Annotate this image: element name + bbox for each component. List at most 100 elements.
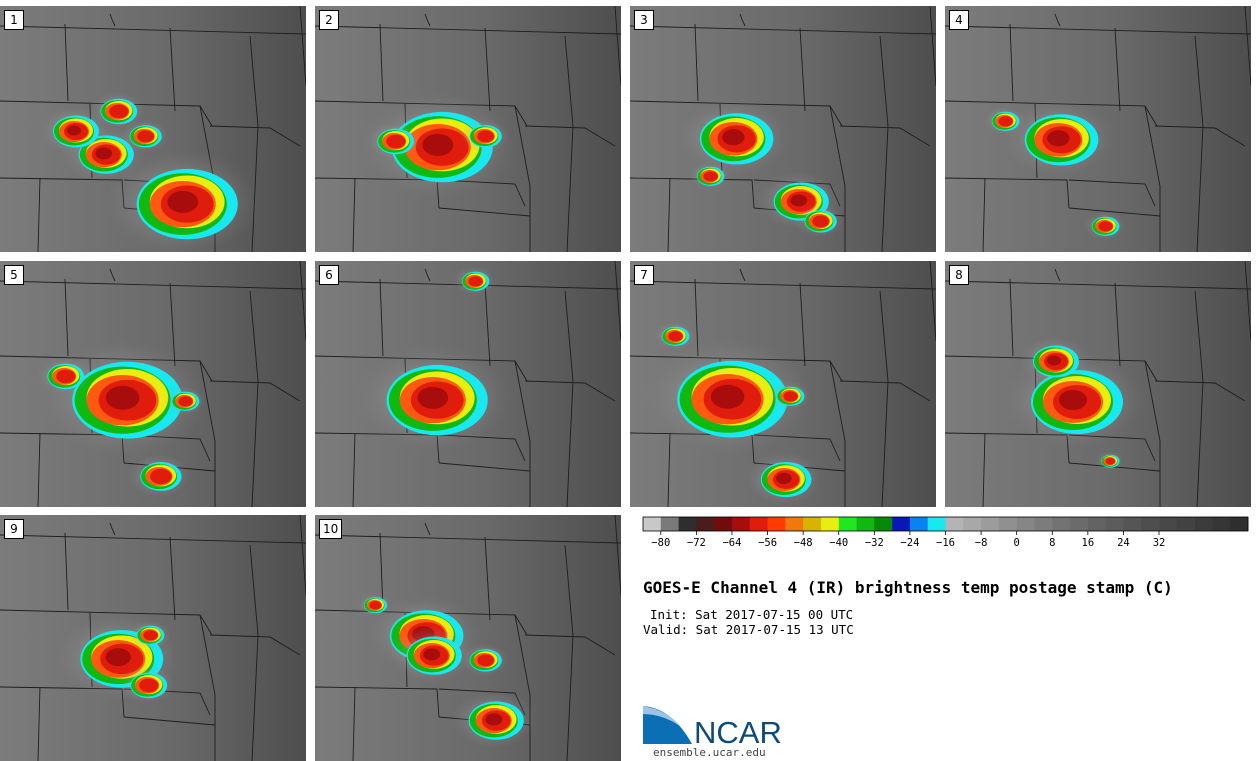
panel-number: 6: [319, 265, 339, 285]
state-border-line: [564, 35, 574, 252]
state-border-line: [564, 290, 574, 507]
ir-satellite-map: [0, 515, 306, 761]
state-border-line: [1154, 380, 1246, 402]
state-border-line: [109, 13, 116, 27]
colorbar-segment: [963, 517, 982, 531]
ncar-logo-text: NCAR: [694, 715, 782, 750]
storm-cell: [95, 147, 113, 160]
valid-time: Valid: Sat 2017-07-15 13 UTC: [643, 622, 854, 637]
colorbar-tick-label: 32: [1153, 537, 1166, 549]
colorbar-tick-label: −32: [865, 537, 884, 549]
panel-number: 2: [319, 10, 339, 30]
storm-cell: [668, 331, 683, 342]
ir-satellite-map: [315, 6, 621, 252]
state-border-line: [379, 278, 384, 357]
colorbar-segment: [767, 517, 786, 531]
state-border-line: [739, 268, 746, 282]
storm-cell: [386, 134, 406, 149]
colorbar-segment: [643, 517, 662, 531]
storm-cell: [710, 384, 745, 409]
colorbar-segment: [892, 517, 911, 531]
colorbar-segment: [1230, 517, 1249, 531]
state-border-line: [37, 686, 41, 761]
state-border-line: [839, 125, 931, 147]
ir-satellite-map: [315, 261, 621, 507]
state-border-line: [484, 282, 491, 367]
state-border-line: [1154, 125, 1246, 147]
state-border-line: [1068, 207, 1161, 217]
state-border-line: [169, 282, 176, 367]
map-panel-4: 4: [945, 6, 1251, 252]
ncar-logo-swoosh: [643, 706, 692, 744]
state-border-line: [64, 278, 69, 357]
state-border-line: [249, 290, 259, 507]
state-border-line: [438, 462, 531, 472]
storm-cell: [468, 276, 483, 287]
colorbar-segment: [1070, 517, 1089, 531]
state-border-line: [199, 614, 216, 761]
storm-cell: [1098, 221, 1113, 232]
storm-cell: [1047, 355, 1061, 366]
state-border-line: [524, 634, 616, 656]
state-border-line: [929, 6, 936, 87]
state-border-line: [514, 614, 531, 761]
colorbar-tick-label: −8: [975, 537, 988, 549]
storm-cell: [150, 468, 172, 485]
state-border-line: [64, 23, 69, 102]
colorbar-segment: [1176, 517, 1195, 531]
state-borders: [630, 6, 936, 252]
storm-cell: [422, 133, 454, 156]
map-panel-7: 7: [630, 261, 936, 507]
state-border-line: [299, 6, 306, 87]
state-border-line: [630, 177, 755, 209]
map-panel-6: 6: [315, 261, 621, 507]
colorbar-segment: [1016, 517, 1035, 531]
panel-number: 10: [319, 519, 343, 539]
state-border-line: [799, 27, 806, 112]
storm-cell: [105, 385, 140, 410]
colorbar-segment: [1087, 517, 1106, 531]
state-border-line: [1009, 23, 1014, 102]
storm-cell: [167, 190, 199, 213]
state-border-line: [123, 716, 216, 726]
state-border-line: [169, 27, 176, 112]
state-border-line: [0, 280, 306, 290]
colorbar-segment: [696, 517, 715, 531]
state-border-line: [630, 280, 936, 290]
state-border-line: [739, 13, 746, 27]
state-border-line: [424, 13, 431, 27]
panel-number: 3: [634, 10, 654, 30]
colorbar-segment: [1034, 517, 1053, 531]
colorbar-segment: [998, 517, 1017, 531]
state-border-line: [352, 177, 356, 252]
state-border-line: [352, 432, 356, 507]
state-border-line: [564, 544, 574, 761]
state-border-line: [982, 432, 986, 507]
state-border-line: [879, 35, 889, 252]
storm-cell: [1047, 130, 1070, 147]
state-border-line: [0, 25, 306, 35]
state-border-line: [1144, 360, 1161, 507]
storm-cell: [477, 654, 495, 667]
state-border-line: [839, 380, 931, 402]
state-border-line: [982, 177, 986, 252]
colorbar-segment: [874, 517, 893, 531]
colorbar-segment: [927, 517, 946, 531]
storm-cell: [178, 396, 193, 407]
state-border-line: [424, 268, 431, 282]
state-border-line: [37, 177, 41, 252]
storm-cell: [703, 171, 718, 182]
state-border-line: [438, 207, 531, 217]
storm-cell: [790, 194, 808, 207]
state-border-line: [169, 536, 176, 621]
ir-satellite-map: [0, 6, 306, 252]
map-panel-1: 1: [0, 6, 306, 252]
storm-cell: [417, 386, 449, 409]
state-border-line: [799, 282, 806, 367]
ir-satellite-map: [945, 6, 1251, 252]
colorbar-tick-label: −48: [794, 537, 813, 549]
state-border-line: [0, 534, 306, 544]
logo-url: ensemble.ucar.edu: [653, 746, 766, 759]
figure-title: GOES-E Channel 4 (IR) brightness temp po…: [643, 578, 1173, 597]
colorbar-segment: [714, 517, 733, 531]
